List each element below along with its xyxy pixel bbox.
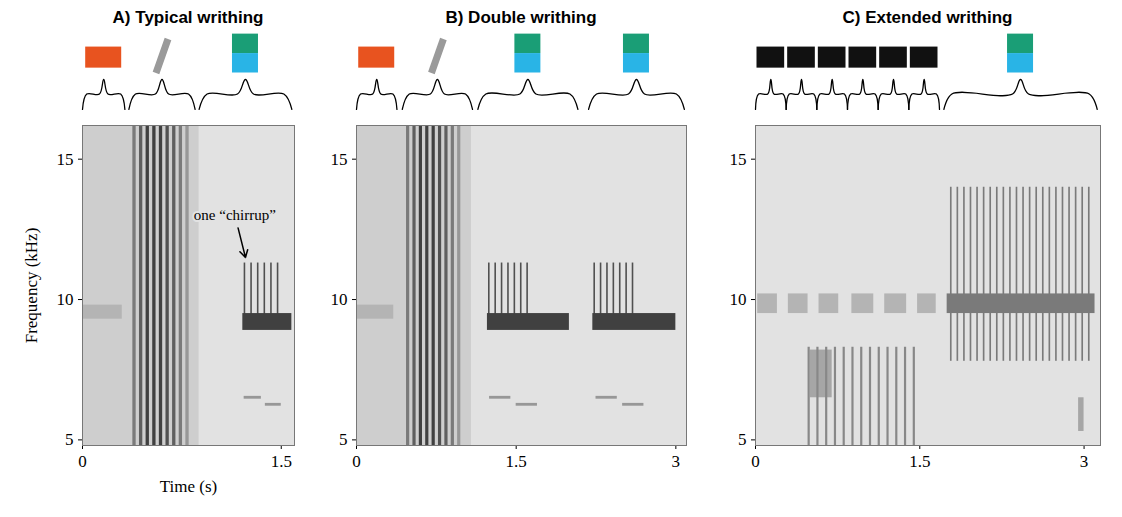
svg-text:10: 10 bbox=[57, 290, 74, 309]
svg-text:1.5: 1.5 bbox=[506, 452, 527, 471]
svg-text:3: 3 bbox=[1080, 452, 1089, 471]
svg-text:15: 15 bbox=[730, 150, 747, 169]
svg-text:5: 5 bbox=[65, 430, 74, 449]
svg-text:one “chirrup”: one “chirrup” bbox=[194, 207, 276, 223]
svg-text:0: 0 bbox=[352, 452, 361, 471]
svg-text:0: 0 bbox=[78, 452, 87, 471]
html-text:A) Typical writhing: A) Typical writhing bbox=[112, 8, 264, 27]
svg-text:1.5: 1.5 bbox=[271, 452, 292, 471]
svg-text:0: 0 bbox=[751, 452, 760, 471]
svg-text:1.5: 1.5 bbox=[909, 452, 930, 471]
svg-text:15: 15 bbox=[331, 150, 348, 169]
svg-text:3: 3 bbox=[672, 452, 681, 471]
svg-text:10: 10 bbox=[730, 290, 747, 309]
svg-text:15: 15 bbox=[57, 150, 74, 169]
svg-text:10: 10 bbox=[331, 290, 348, 309]
svg-text:5: 5 bbox=[738, 430, 747, 449]
html-text:B) Double writhing: B) Double writhing bbox=[445, 8, 597, 27]
html-text:C) Extended writhing: C) Extended writhing bbox=[842, 8, 1013, 27]
svg-text:Time (s): Time (s) bbox=[160, 477, 217, 496]
svg-text:5: 5 bbox=[339, 430, 348, 449]
svg-text:Frequency (kHz): Frequency (kHz) bbox=[22, 228, 41, 344]
